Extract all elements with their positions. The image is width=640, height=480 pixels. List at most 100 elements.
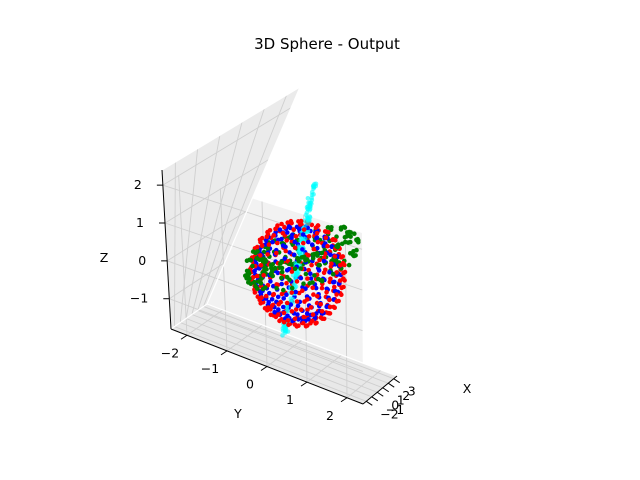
grid-line-y — [344, 227, 348, 398]
scatter-point — [352, 231, 357, 236]
scatter-point — [255, 286, 260, 292]
scatter-point — [289, 269, 295, 274]
scatter-point — [271, 233, 277, 238]
scatter-point — [310, 255, 316, 261]
scatter-point — [288, 261, 293, 267]
grid-line-z — [169, 262, 225, 300]
scatter-point — [275, 223, 280, 228]
z-tick-label: 2 — [134, 177, 142, 192]
scatter-point — [284, 280, 289, 286]
grid-line-x — [203, 94, 288, 307]
scatter-point — [284, 300, 290, 306]
x-axis-line — [362, 375, 398, 405]
scatter-point — [253, 250, 258, 256]
scatter-point — [285, 313, 290, 319]
scatter-point — [275, 270, 281, 276]
scatter-point — [327, 304, 333, 310]
scatter-point — [268, 279, 273, 284]
scatter-point — [258, 263, 264, 268]
scatter-point — [292, 322, 298, 327]
scatter-point — [289, 220, 294, 226]
scatter-point — [324, 286, 330, 292]
scatter-point — [298, 307, 304, 313]
scatter-point — [274, 282, 279, 287]
scatter-point — [285, 230, 290, 235]
scatter-point — [279, 265, 285, 271]
scatter-point — [282, 224, 287, 230]
scatter-point — [250, 263, 255, 269]
scatter-point — [268, 312, 274, 318]
scatter-point — [319, 285, 325, 291]
x-tick-label: −1 — [386, 402, 404, 417]
scatter-point — [301, 314, 307, 320]
scatter-point — [344, 234, 350, 239]
scatter-point — [319, 309, 325, 314]
scatter-point — [325, 243, 330, 249]
scatter-point — [328, 276, 333, 282]
y-tick-mark — [300, 381, 308, 387]
scatter-point — [314, 236, 319, 241]
scatter-point — [310, 312, 316, 317]
scatter-point — [274, 285, 279, 291]
scatter-point — [310, 318, 315, 324]
scatter-point — [298, 222, 303, 227]
scatter-point — [269, 265, 274, 271]
scatter-point — [284, 238, 290, 243]
scatter-point — [301, 240, 306, 246]
y-tick-label: −1 — [201, 361, 219, 376]
x-tick-mark — [371, 396, 379, 402]
scatter-point — [317, 262, 323, 268]
scatter-point — [254, 273, 260, 279]
scatter-point — [244, 268, 250, 274]
scatter-point — [280, 328, 286, 334]
scatter-point — [277, 318, 282, 324]
x-tick-label: 1 — [397, 393, 405, 408]
scatter-point — [348, 234, 353, 239]
scatter-point — [306, 234, 312, 239]
x-tick-mark — [382, 387, 390, 393]
pane-x — [162, 87, 300, 329]
pane-edge — [396, 142, 494, 377]
scatter-point — [309, 242, 315, 247]
scatter-point — [305, 323, 310, 328]
scatter-point — [339, 285, 345, 291]
data-points — [243, 181, 361, 338]
scatter-point — [246, 280, 251, 285]
scatter-point — [347, 229, 352, 235]
scatter-point — [298, 275, 304, 281]
scatter-point — [299, 255, 305, 260]
scatter-point — [314, 230, 320, 236]
scatter-point — [257, 257, 263, 263]
y-tick-label: 2 — [326, 408, 334, 423]
scatter-point — [258, 253, 263, 258]
scatter-point — [280, 333, 285, 338]
pane-edge — [170, 303, 208, 330]
z-tick-label: 1 — [136, 215, 144, 230]
scatter-point — [326, 310, 332, 316]
scatter-point — [248, 258, 254, 263]
grid-line-z — [169, 298, 363, 372]
scatter-point — [302, 218, 307, 224]
scatter-point — [278, 261, 283, 266]
y-tick-mark — [260, 366, 268, 371]
scatter-point — [306, 239, 311, 245]
scatter-point — [286, 322, 291, 328]
scatter-point — [305, 297, 310, 302]
scatter-point — [270, 239, 275, 245]
scatter-point — [266, 299, 272, 305]
scatter-point — [293, 289, 299, 295]
scatter-point — [291, 227, 297, 232]
x-tick-label: 2 — [402, 388, 410, 403]
scatter-point — [328, 252, 333, 258]
scatter-point — [329, 261, 334, 267]
scatter-point — [339, 292, 344, 298]
x-tick-label: 0 — [391, 397, 399, 412]
scatter-point — [338, 225, 344, 230]
scatter-point — [276, 302, 282, 307]
scatter-point — [293, 234, 299, 239]
scatter-point — [316, 276, 321, 282]
x-tick-mark — [387, 382, 395, 388]
scatter-point — [281, 310, 287, 316]
pane-edge — [206, 86, 301, 305]
